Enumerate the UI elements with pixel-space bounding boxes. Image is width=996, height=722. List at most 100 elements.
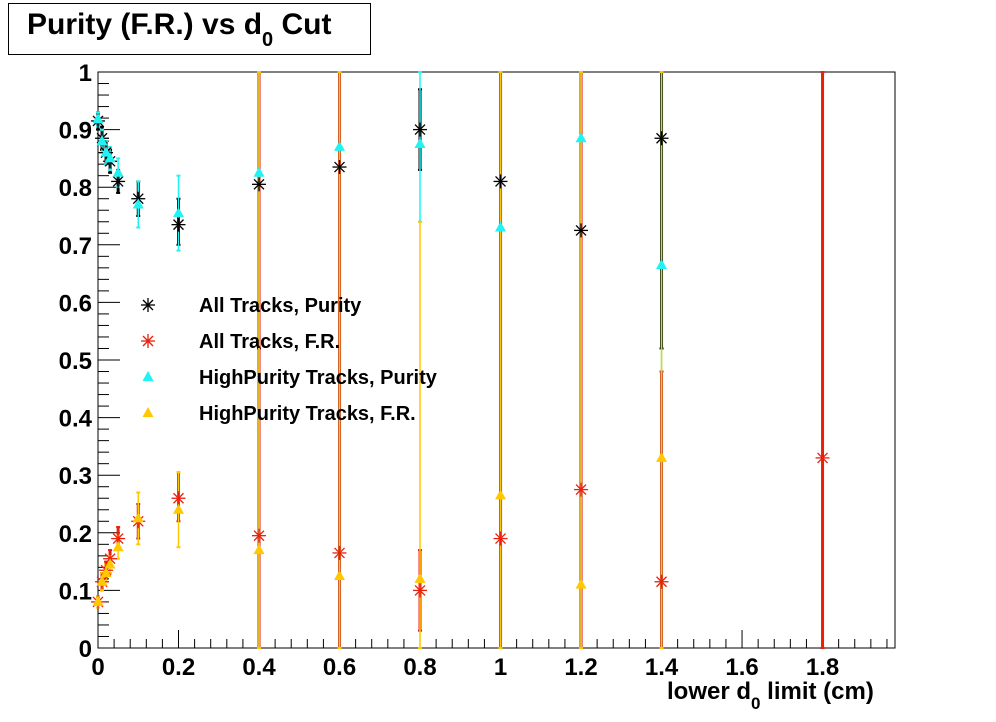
star-stroke bbox=[173, 219, 184, 231]
star-stroke bbox=[656, 132, 667, 144]
data-point-triangle bbox=[92, 113, 104, 124]
legend: All Tracks, Purity All Tracks, F.R. HighPu… bbox=[141, 295, 438, 425]
data-point-triangle bbox=[656, 258, 668, 269]
data-point-triangle bbox=[575, 132, 587, 143]
data-point-triangle bbox=[100, 146, 112, 157]
x-axis-label-subscript: 0 bbox=[751, 694, 761, 713]
y-tick-label: 1 bbox=[79, 60, 92, 87]
data-point-triangle bbox=[173, 207, 185, 218]
star-stroke bbox=[142, 299, 154, 311]
data-point-triangle bbox=[414, 138, 426, 148]
y-tick-label: 0.7 bbox=[59, 233, 92, 260]
y-tick-label: 0.6 bbox=[59, 290, 92, 317]
data-point-star bbox=[171, 217, 186, 232]
star-stroke bbox=[495, 533, 506, 545]
data-point-triangle bbox=[132, 198, 144, 209]
legend-marker bbox=[141, 334, 155, 348]
data-point-triangle bbox=[100, 567, 112, 578]
legend-marker bbox=[142, 407, 154, 417]
star-stroke bbox=[414, 124, 426, 136]
data-point-triangle bbox=[495, 489, 507, 500]
data-point-triangle bbox=[495, 221, 507, 232]
data-point-triangle bbox=[656, 451, 668, 462]
legend-label: HighPurity Tracks, F.R. bbox=[199, 403, 416, 425]
chart-title: Purity (F.R.) vs d0 Cut bbox=[27, 8, 332, 51]
data-point-star bbox=[171, 491, 186, 506]
plot-border bbox=[97, 71, 896, 649]
star-stroke bbox=[575, 484, 587, 496]
star-stroke bbox=[142, 335, 154, 347]
y-tick-label: 0.2 bbox=[59, 521, 92, 548]
data-point-triangle bbox=[173, 503, 185, 514]
x-tick-label: 1.4 bbox=[645, 654, 679, 681]
legend-label: HighPurity Tracks, Purity bbox=[199, 367, 438, 389]
star-stroke bbox=[334, 547, 345, 559]
legend-label: All Tracks, F.R. bbox=[199, 331, 340, 353]
data-point-triangle bbox=[253, 544, 265, 555]
data-markers bbox=[91, 113, 830, 609]
data-point-triangle bbox=[96, 575, 108, 586]
data-point-star bbox=[252, 177, 267, 192]
star-stroke bbox=[817, 452, 829, 464]
data-point-triangle bbox=[104, 152, 116, 163]
data-point-triangle bbox=[112, 541, 124, 552]
legend-marker bbox=[141, 298, 155, 312]
data-point-star bbox=[654, 574, 669, 589]
data-point-star bbox=[574, 223, 589, 238]
chart-title-tail: Cut bbox=[281, 8, 332, 41]
data-point-star bbox=[252, 528, 267, 543]
star-stroke bbox=[253, 530, 265, 542]
y-tick-label: 0.8 bbox=[59, 175, 92, 202]
x-tick-label: 1 bbox=[494, 654, 507, 681]
data-point-triangle bbox=[92, 595, 104, 606]
y-tick-label: 0.1 bbox=[59, 578, 92, 605]
data-point-star bbox=[574, 482, 589, 497]
data-point-star bbox=[654, 131, 669, 146]
y-tick-label: 0 bbox=[79, 636, 92, 663]
data-point-triangle bbox=[253, 166, 265, 177]
x-tick-label: 0.6 bbox=[323, 654, 356, 681]
data-point-triangle bbox=[334, 570, 346, 580]
data-point-triangle bbox=[414, 572, 426, 583]
star-stroke bbox=[414, 584, 426, 596]
star-stroke bbox=[112, 175, 124, 187]
y-tick-label: 0.5 bbox=[59, 348, 92, 375]
x-tick-label: 0.8 bbox=[403, 654, 436, 681]
data-point-triangle bbox=[132, 512, 144, 523]
star-stroke bbox=[173, 492, 184, 504]
x-tick-label: 0.4 bbox=[242, 654, 276, 681]
star-stroke bbox=[112, 533, 124, 545]
data-point-triangle bbox=[104, 558, 116, 569]
plot-frame bbox=[97, 71, 896, 649]
star-stroke bbox=[656, 576, 667, 588]
data-point-star bbox=[332, 545, 347, 560]
data-point-triangle bbox=[96, 135, 108, 146]
x-tick-label: 1.6 bbox=[725, 654, 758, 681]
x-axis-label-tail: limit (cm) bbox=[767, 678, 874, 705]
x-tick-label: 1.2 bbox=[564, 654, 597, 681]
y-tick-label: 0.4 bbox=[59, 406, 93, 433]
y-tick-label: 0.3 bbox=[59, 463, 92, 490]
star-stroke bbox=[495, 175, 506, 187]
tick-labels: 0 0.2 0.4 0.6 0.8 1 1.2 1.4 1.6 1.8 0 0.1 0.2 0.3 0.4 0… bbox=[59, 60, 840, 681]
legend-label: All Tracks, Purity bbox=[199, 295, 362, 317]
data-point-star bbox=[413, 583, 428, 598]
data-point-star bbox=[332, 160, 347, 175]
x-axis-label-main: lower d bbox=[667, 678, 752, 705]
x-tick-label: 0.2 bbox=[162, 654, 195, 681]
x-axis-label: lower d0 limit (cm) bbox=[667, 678, 874, 713]
y-tick-label: 0.9 bbox=[59, 118, 92, 145]
data-point-triangle bbox=[334, 140, 346, 151]
x-tick-label: 0 bbox=[91, 654, 104, 681]
chart-title-box: Purity (F.R.) vs d0 Cut bbox=[8, 3, 371, 55]
star-stroke bbox=[575, 224, 587, 236]
legend-marker bbox=[142, 371, 154, 381]
chart-title-subscript: 0 bbox=[262, 29, 274, 51]
data-point-triangle bbox=[112, 166, 124, 177]
data-point-star bbox=[413, 122, 428, 137]
data-point-star bbox=[493, 174, 508, 189]
chart-title-main: Purity (F.R.) vs d bbox=[27, 8, 263, 41]
error-bars bbox=[96, 71, 825, 649]
star-stroke bbox=[253, 178, 265, 190]
